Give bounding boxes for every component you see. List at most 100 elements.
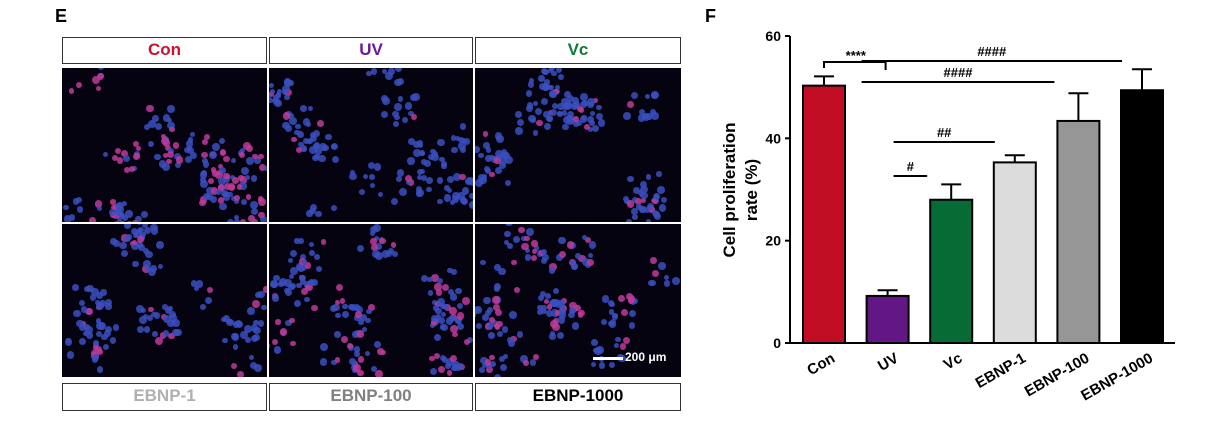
cell-nucleus [450,325,459,334]
cell-nucleus [531,249,537,255]
cell-nucleus [404,102,413,110]
cell-nucleus [580,116,587,123]
cell-nucleus [96,85,102,91]
cell-nucleus [152,330,158,337]
cell-nucleus [244,175,250,181]
cell-nucleus [564,100,573,109]
cell-nucleus [217,184,225,191]
cell-nucleus [480,356,488,365]
cell-nucleus [341,336,348,343]
cell-nucleus [154,337,163,346]
cell-nucleus [459,173,466,181]
cell-nucleus [125,210,133,218]
cell-nucleus [76,205,84,213]
cell-nucleus [608,299,614,306]
cell-nucleus [269,97,273,103]
cell-nucleus [167,117,173,123]
cell-nucleus [195,280,203,288]
cell-nucleus [132,260,139,268]
cell-nucleus [528,114,536,123]
cell-nucleus [502,353,509,360]
cell-nucleus [633,186,641,194]
cell-nucleus [481,314,489,322]
cell-nucleus [76,82,83,89]
cell-nucleus [505,156,513,164]
cell-nucleus [237,184,243,190]
bar-ebnp-1 [992,161,1037,344]
cell-nucleus [567,111,575,119]
cell-nucleus [396,169,405,177]
cell-nucleus [639,181,648,189]
cell-nucleus [64,338,73,347]
cell-nucleus [649,108,656,115]
cell-nucleus [141,224,149,228]
cell-nucleus [627,175,634,183]
cell-nucleus [274,92,282,100]
cell-nucleus [157,263,163,270]
cell-nucleus [626,218,633,222]
cell-nucleus [436,277,444,285]
cell-nucleus [485,365,494,374]
cell-nucleus [455,287,462,295]
cell-nucleus [123,234,132,242]
cell-nucleus [595,113,603,121]
cell-nucleus [552,299,560,308]
cell-nucleus [85,326,93,334]
cell-nucleus [396,175,402,182]
cell-nucleus [596,104,602,111]
cell-nucleus [525,105,533,112]
cell-nucleus [349,172,357,181]
cell-nucleus [548,84,555,91]
cell-nucleus [645,207,651,213]
cell-nucleus [357,370,364,377]
cell-nucleus [462,297,471,305]
cell-nucleus [433,334,441,342]
cell-nucleus [278,277,287,286]
cell-nucleus [374,341,382,349]
bar-ebnp-1000 [1120,89,1164,344]
cell-nucleus [211,167,217,173]
cell-nucleus [608,320,616,328]
x-tick-label: Vc [941,350,965,374]
cell-nucleus [233,199,239,205]
cell-nucleus [437,139,445,147]
label-ebnp-1000: EBNP-1000 [475,383,681,411]
cell-nucleus [381,250,390,258]
cell-nucleus [199,195,208,204]
cell-nucleus [366,308,372,314]
cell-nucleus [557,110,564,117]
cell-nucleus [281,85,290,94]
cell-nucleus [645,218,651,222]
cell-nucleus [494,157,501,164]
cell-nucleus [494,166,503,175]
cell-nucleus [640,185,649,194]
cell-nucleus [232,332,238,339]
cell-nucleus [511,259,517,266]
cell-nucleus [494,264,501,271]
cell-nucleus [483,142,490,149]
cell-nucleus [385,71,393,80]
cell-nucleus [654,194,660,200]
cell-nucleus [144,124,150,131]
cell-nucleus [457,362,464,369]
cell-nucleus [459,123,467,131]
cell-nucleus [531,240,538,247]
cell-nucleus [405,175,413,182]
cell-nucleus [609,361,616,368]
cell-nucleus [85,307,93,315]
cell-nucleus [584,236,592,244]
cell-nucleus [167,147,175,155]
cell-nucleus [445,363,451,369]
cell-nucleus [135,240,144,248]
cell-nucleus [135,145,142,152]
cell-nucleus [330,142,339,151]
cell-nucleus [480,259,486,266]
cell-nucleus [398,188,407,196]
cell-nucleus [222,176,230,184]
cell-nucleus [96,318,102,324]
cell-nucleus [118,221,126,222]
bar-vc [929,198,974,344]
cell-nucleus [652,198,659,204]
cell-nucleus [393,121,400,128]
cell-nucleus [490,361,497,368]
